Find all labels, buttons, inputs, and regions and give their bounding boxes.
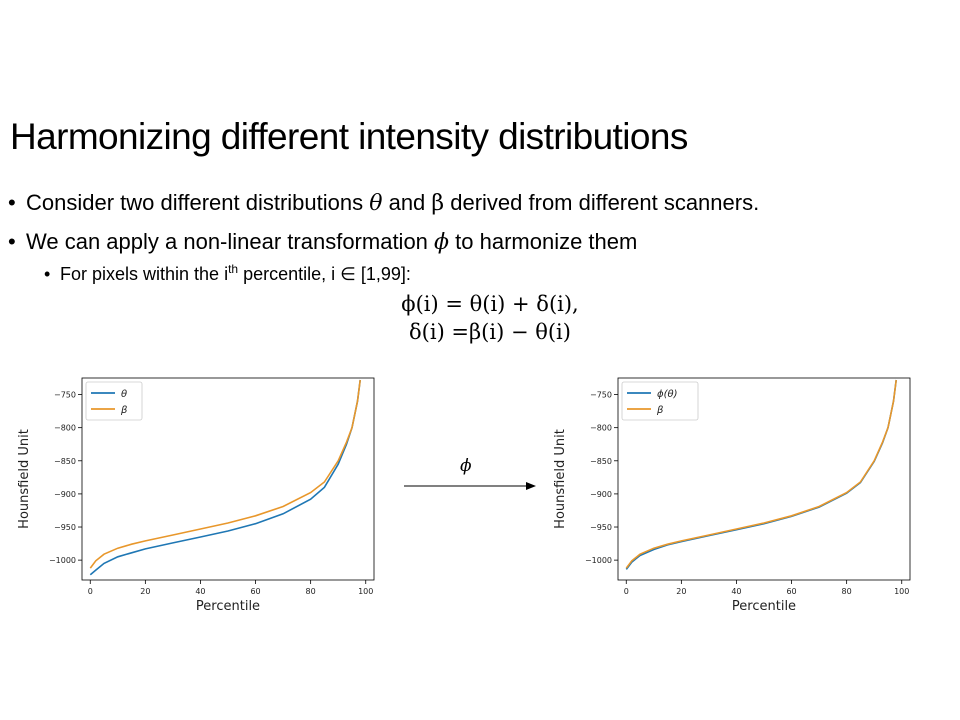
bullet-dot: • [8,229,16,254]
y-tick-label: −900 [590,490,612,499]
plot-frame [617,377,911,581]
chart-after-harmonization: 0 20 40 60 80 100 −750 −800 −850 −900 −950 −1000 Per… [553,377,911,614]
y-tick-label: −1000 [585,556,612,565]
bullet2-pre: We can apply a non-linear transformation [26,229,435,254]
legend-label-1: ϕ(θ) [657,389,678,400]
x-tick-label: 80 [842,587,852,596]
legend-label-1: θ [121,389,127,400]
x-tick-label: 60 [250,587,260,596]
sub-bullet-post: percentile, i ∈ [1,99]: [238,264,411,284]
x-tick-label: 40 [195,587,205,596]
y-axis-label: Hounsfield Unit [17,429,32,529]
bullet1-pre: Consider two different distributions [26,190,370,215]
arrow-label-phi: ϕ [460,456,472,476]
theta-symbol: θ [369,191,383,216]
x-axis-label: Percentile [732,599,796,614]
bullet-dot: • [8,190,16,215]
x-tick-label: 20 [140,587,150,596]
y-tick-label: −850 [54,457,76,466]
y-tick-label: −900 [54,490,76,499]
beta-symbol: β [431,191,445,216]
bullet1-post: derived from different scanners. [444,190,760,215]
legend-box [85,381,143,421]
x-axis-label: Percentile [196,599,260,614]
slide-title: Harmonizing different intensity distribu… [10,116,688,157]
legend-label-2: β [120,405,128,416]
x-tick-label: 20 [676,587,686,596]
series-line-2 [89,379,361,569]
bullet-dot: • [44,264,51,284]
x-tick-label: 0 [624,587,629,596]
x-tick-label: 40 [731,587,741,596]
y-tick-label: −850 [590,457,612,466]
y-tick-label: −800 [590,424,612,433]
equation-delta: δ(i) =β(i) − θ(i) [409,320,571,344]
bullet1-mid: and [382,190,432,215]
plot-frame [81,377,375,581]
x-tick-label: 80 [306,587,316,596]
phi-symbol: ϕ [434,230,450,255]
series-line-2 [625,379,897,569]
y-tick-label: −750 [54,391,76,400]
x-tick-label: 0 [88,587,93,596]
y-tick-label: −750 [590,391,612,400]
sub-bullet-superscript: th [228,262,239,276]
y-tick-label: −950 [54,523,76,532]
y-tick-label: −1000 [49,556,76,565]
transform-arrow [404,482,536,490]
arrow-head-icon [526,482,536,490]
bullet-consider-distributions: • Consider two different distributions θ … [8,190,759,216]
bullet-transformation: • We can apply a non-linear transformatio… [8,229,637,255]
y-tick-label: −950 [590,523,612,532]
x-tick-label: 60 [786,587,796,596]
equation-phi: ϕ(i) = θ(i) + δ(i), [401,292,579,316]
sub-bullet-percentile: • For pixels within the ith percentile, i… [44,262,411,285]
y-tick-label: −800 [54,424,76,433]
sub-bullet-pre: For pixels within the i [60,264,229,284]
legend-label-2: β [656,405,664,416]
y-axis-label: Hounsfield Unit [553,429,568,529]
chart-before-harmonization: 0 20 40 60 80 100 −750 −800 −850 −900 −950 −1000 Per… [17,377,375,614]
x-tick-label: 100 [358,587,373,596]
legend-box [621,381,699,421]
x-tick-label: 100 [894,587,909,596]
bullet2-post: to harmonize them [449,229,638,254]
